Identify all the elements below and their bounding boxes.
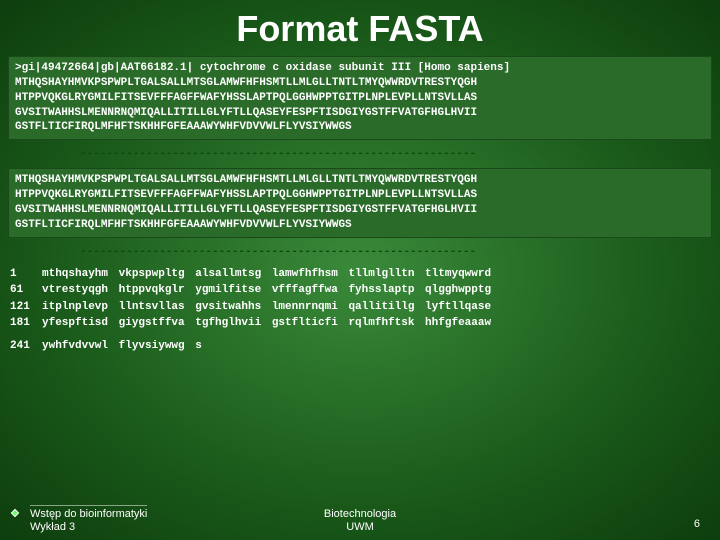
numbered-row: 181 yfespftisd giygstffva tgfhglhvii gst… — [8, 315, 712, 332]
row-sequence: itplnplevp llntsvllas gvsitwahhs lmennrn… — [42, 299, 712, 316]
fasta-block-1: >gi|49472664|gb|AAT66182.1| cytochrome c… — [8, 56, 712, 140]
footer-center-line1: Biotechnologia — [324, 508, 396, 520]
footer-center-text: Biotechnologia UWM — [0, 508, 720, 534]
divider-dashes: ----------------------------------------… — [0, 238, 720, 266]
row-sequence: yfespftisd giygstffva tgfhglhvii gstflti… — [42, 315, 712, 332]
numbered-row: 61 vtrestyqgh htppvqkglr ygmilfitse vfff… — [8, 282, 712, 299]
numbered-sequence-block: 1 mthqshayhm vkpspwpltg alsallmtsg lamwf… — [8, 266, 712, 355]
row-sequence: ywhfvdvvwl flyvsiywwg s — [42, 338, 712, 355]
row-sequence: vtrestyqgh htppvqkglr ygmilfitse vfffagf… — [42, 282, 712, 299]
numbered-row: 241 ywhfvdvvwl flyvsiywwg s — [8, 338, 712, 355]
row-number: 121 — [8, 299, 42, 316]
numbered-row: 1 mthqshayhm vkpspwpltg alsallmtsg lamwf… — [8, 266, 712, 283]
row-sequence: mthqshayhm vkpspwpltg alsallmtsg lamwfhf… — [42, 266, 712, 283]
numbered-row: 121 itplnplevp llntsvllas gvsitwahhs lme… — [8, 299, 712, 316]
row-number: 181 — [8, 315, 42, 332]
footer-center-line2: UWM — [346, 521, 374, 533]
slide-footer: Wstęp do bioinformatyki Wykład 3 Biotech… — [0, 500, 720, 540]
slide-number: 6 — [694, 518, 700, 530]
divider-dashes: ----------------------------------------… — [0, 140, 720, 168]
row-number: 241 — [8, 338, 42, 355]
row-number: 1 — [8, 266, 42, 283]
row-number: 61 — [8, 282, 42, 299]
fasta-block-2: MTHQSHAYHMVKPSPWPLTGALSALLMTSGLAMWFHFHSM… — [8, 168, 712, 237]
slide-title: Format FASTA — [0, 0, 720, 56]
